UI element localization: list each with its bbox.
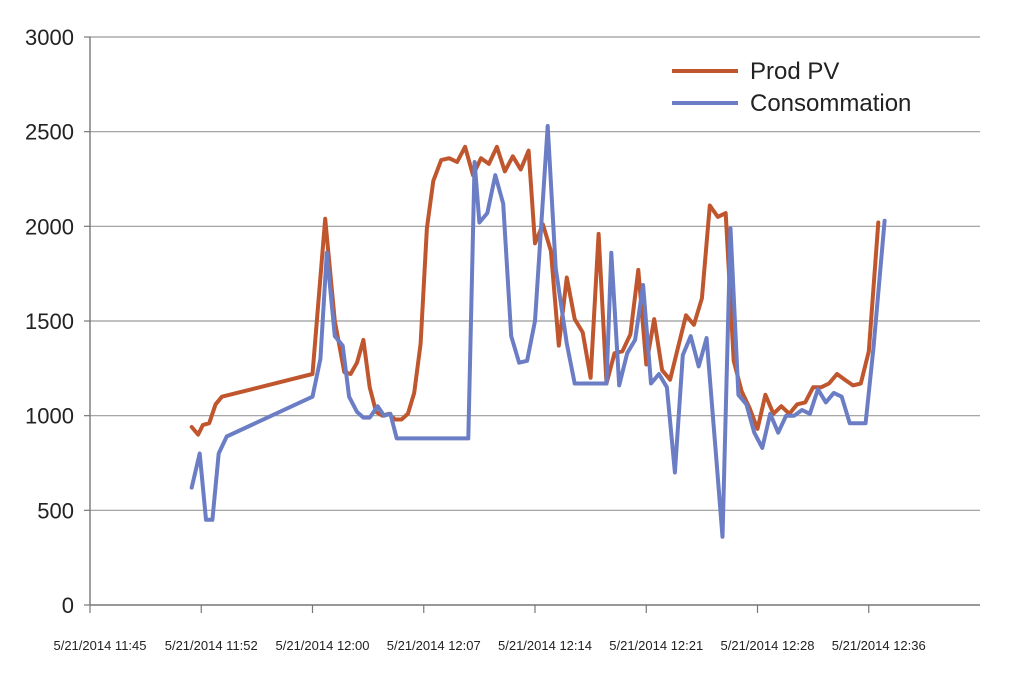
y-tick-label: 0 (62, 593, 74, 618)
legend-label-prod-pv: Prod PV (750, 58, 839, 85)
x-tick-label: 5/21/2014 11:45 (53, 638, 146, 653)
x-tick-label: 5/21/2014 12:21 (609, 638, 703, 653)
legend: Prod PV Consommation (672, 58, 911, 117)
y-tick-label: 1500 (25, 309, 74, 334)
x-tick-label: 5/21/2014 12:36 (832, 638, 926, 653)
x-tick-label: 5/21/2014 12:07 (387, 638, 481, 653)
y-axis: 0 500 1000 1500 2000 2500 3000 (25, 25, 91, 618)
series-line-consommation (189, 124, 887, 539)
plot-area (189, 124, 887, 539)
x-tick-label: 5/21/2014 12:14 (498, 638, 592, 653)
y-tick-label: 500 (37, 498, 74, 523)
y-tick-label: 1000 (25, 404, 74, 429)
x-axis: 5/21/2014 11:45 5/21/2014 11:52 5/21/2014 … (53, 604, 980, 653)
legend-label-consommation: Consommation (750, 90, 911, 117)
y-tick-label: 2000 (25, 214, 74, 239)
y-tick-label: 3000 (25, 25, 74, 50)
x-tick-label: 5/21/2014 12:00 (276, 638, 370, 653)
x-tick-label: 5/21/2014 12:28 (721, 638, 815, 653)
y-tick-label: 2500 (25, 120, 74, 145)
x-tick-label: 5/21/2014 11:52 (165, 638, 258, 653)
